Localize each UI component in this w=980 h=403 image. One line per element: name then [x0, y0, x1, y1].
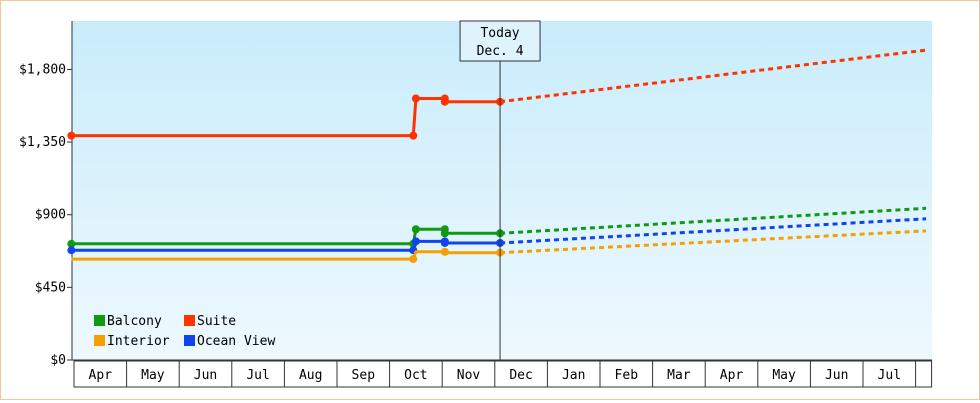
month-label: May [772, 368, 796, 383]
y-tick-label: $1,350 [19, 135, 66, 150]
today-label-line1: Today [480, 26, 519, 41]
series-line-ocean-view [71, 239, 501, 252]
data-point-balcony [411, 225, 420, 234]
month-label: Jul [246, 368, 269, 383]
month-label: Feb [615, 368, 639, 383]
plot-background [72, 21, 932, 360]
legend-label-suite: Suite [197, 314, 236, 329]
series-line-suite [71, 97, 501, 138]
series-line-balcony [71, 227, 501, 246]
series-interior [71, 229, 927, 264]
month-label: Apr [89, 368, 113, 383]
today-label-date: Dec. 4 [477, 44, 524, 59]
data-point-ocean-view [440, 238, 449, 247]
series-suite [67, 48, 927, 140]
y-tick-label: $450 [35, 280, 66, 295]
data-point-interior [440, 247, 449, 256]
y-tick-label: $0 [50, 353, 66, 368]
data-point-ocean-view [67, 246, 76, 255]
legend-swatch-ocean-view [184, 335, 195, 346]
month-label: May [141, 368, 165, 383]
legend-swatch-interior [94, 335, 105, 346]
month-label: Jun [825, 368, 848, 383]
series-line-interior [71, 250, 501, 261]
x-axis: Apr May Jun Jul Aug Sep Oct Nov Dec Jan Feb Mar Apr M… [72, 359, 933, 388]
forecast-line-balcony [500, 206, 927, 235]
series-layer [67, 48, 927, 264]
month-label: Nov [457, 368, 481, 383]
month-label: Jul [878, 368, 901, 383]
legend-label-interior: Interior [107, 334, 170, 349]
legend-label-balcony: Balcony [107, 314, 162, 329]
data-point-suite [409, 131, 418, 140]
forecast-line-interior [500, 229, 927, 255]
data-point-interior [409, 255, 418, 264]
month-strip [73, 360, 933, 388]
month-label: Jan [562, 368, 585, 383]
month-label: Mar [667, 368, 691, 383]
data-point-suite [411, 94, 420, 103]
legend-item-ocean-view: Ocean View [184, 334, 275, 349]
y-tick-label: $1,800 [19, 62, 66, 77]
legend: Balcony Suite Interior Ocean View [94, 314, 275, 349]
month-label: Oct [404, 368, 427, 383]
y-tick-label: $900 [35, 208, 66, 223]
month-label: Sep [352, 368, 376, 383]
y-axis: $0 $450 $900 $1,350 $1,800 [19, 21, 73, 368]
month-label: Apr [720, 368, 744, 383]
today-label-box [459, 20, 541, 62]
series-balcony [67, 206, 927, 248]
data-point-suite [67, 131, 76, 140]
legend-swatch-suite [184, 315, 195, 326]
data-point-balcony [67, 239, 76, 248]
month-label: Aug [299, 368, 322, 383]
data-point-balcony [440, 229, 449, 238]
legend-swatch-balcony [94, 315, 105, 326]
data-point-ocean-view [411, 237, 420, 246]
legend-label-ocean-view: Ocean View [197, 334, 275, 349]
forecast-line-ocean-view [500, 217, 927, 245]
legend-item-interior: Interior [94, 334, 170, 349]
legend-item-balcony: Balcony [94, 314, 162, 329]
today-marker: Today Dec. 4 [459, 20, 541, 360]
month-label: Jun [194, 368, 217, 383]
month-label: Dec [509, 368, 532, 383]
data-point-suite [440, 97, 449, 106]
legend-item-suite: Suite [184, 314, 236, 329]
